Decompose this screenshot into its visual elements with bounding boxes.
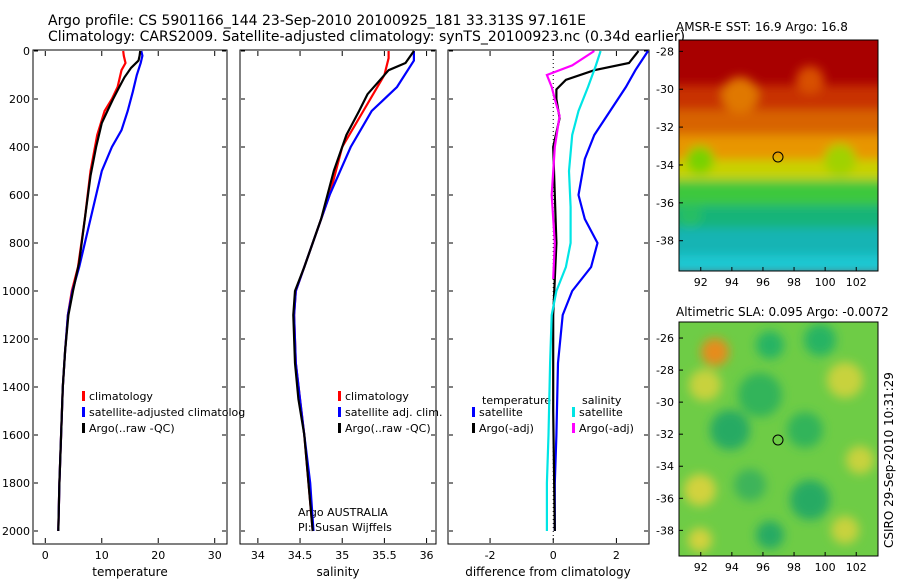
map-y-tick-label: -28: [656, 45, 674, 58]
legend-swatch: [82, 391, 85, 401]
map-y-tick-label: -38: [656, 524, 674, 537]
series-line-salinity-argo-adj-: [545, 50, 595, 280]
x-tick-label: 35.5: [372, 549, 397, 562]
map-y-tick-label: -36: [656, 492, 674, 505]
legend-label: satellite: [479, 406, 523, 419]
sst-map-frame: [678, 39, 879, 272]
annotation-pi: PI: Susan Wijffels: [298, 521, 392, 534]
y-tick-label: 1600: [2, 429, 30, 442]
map-y-tick-label: -38: [656, 235, 674, 248]
legend-title-salinity: salinity: [582, 394, 622, 407]
map-y-tick-label: -26: [656, 332, 674, 345]
legend-label: Argo(..raw -QC): [89, 422, 175, 435]
y-tick-label: 800: [9, 237, 30, 250]
csiro-credit: CSIRO 29-Sep-2010 10:31:29: [882, 372, 896, 548]
legend-label: Argo(-adj): [579, 422, 634, 435]
map-x-tick-label: 100: [815, 276, 836, 289]
y-tick-label: 2000: [2, 525, 30, 538]
legend-label: Argo(-adj): [479, 422, 534, 435]
x-tick-label: 2: [613, 549, 620, 562]
map-y-tick-label: -34: [656, 460, 674, 473]
chart-title-line1: Argo profile: CS 5901166_144 23-Sep-2010…: [48, 13, 586, 29]
x-tick-label: 30: [208, 549, 222, 562]
y-tick-label: 1800: [2, 477, 30, 490]
map-x-tick-label: 94: [725, 276, 739, 289]
y-tick-label: 400: [9, 141, 30, 154]
temperature-axis-label: temperature: [92, 565, 167, 579]
map-x-tick-label: 94: [725, 561, 739, 574]
series-line-temperature-satellite: [553, 50, 649, 531]
x-tick-label: -2: [485, 549, 496, 562]
map-y-tick-label: -34: [656, 159, 674, 172]
x-tick-label: 34.5: [288, 549, 313, 562]
y-tick-label: 600: [9, 189, 30, 202]
map-y-tick-label: -36: [656, 197, 674, 210]
sla-map: [679, 322, 878, 556]
legend-swatch: [338, 391, 341, 401]
series-line-salinity-satellite: [545, 50, 602, 531]
map-y-tick-label: -32: [656, 428, 674, 441]
map-y-tick-label: -28: [656, 364, 674, 377]
x-tick-label: 10: [95, 549, 109, 562]
temperature-panel-frame: [32, 49, 228, 545]
legend-label: satellite adj. clim.: [345, 406, 442, 419]
sst-argo-marker: [772, 151, 784, 163]
map-x-tick-label: 102: [846, 561, 867, 574]
annotation-argo-australia: Argo AUSTRALIA: [298, 506, 388, 519]
salinity-panel-frame: [239, 49, 437, 545]
legend-swatch: [472, 423, 475, 433]
legend-swatch: [572, 423, 575, 433]
map-x-tick-label: 92: [694, 276, 708, 289]
legend-title-temperature: temperature: [482, 394, 551, 407]
difference-axis-label: difference from climatology: [465, 565, 631, 579]
map-x-tick-label: 98: [787, 561, 801, 574]
map-x-tick-label: 92: [694, 561, 708, 574]
x-tick-label: 0: [42, 549, 49, 562]
y-tick-label: 200: [9, 93, 30, 106]
x-tick-label: 20: [151, 549, 165, 562]
sla-map-frame: [678, 321, 879, 557]
x-tick-label: 35: [335, 549, 349, 562]
y-tick-label: 1200: [2, 333, 30, 346]
map-x-tick-label: 96: [756, 561, 770, 574]
map-x-tick-label: 96: [756, 276, 770, 289]
sst-map-title: AMSR-E SST: 16.9 Argo: 16.8: [676, 20, 848, 34]
legend-swatch: [82, 407, 85, 417]
x-tick-label: 0: [550, 549, 557, 562]
sst-map: [679, 40, 878, 271]
legend-label: climatology: [345, 390, 409, 403]
legend-label: Argo(..raw -QC): [345, 422, 431, 435]
map-y-tick-label: -30: [656, 396, 674, 409]
legend-label: satellite: [579, 406, 623, 419]
y-tick-label: 1400: [2, 381, 30, 394]
legend-swatch: [338, 407, 341, 417]
sla-argo-marker: [772, 434, 784, 446]
salinity-axis-label: salinity: [316, 565, 359, 579]
series-line-argo-raw-qc-: [57, 50, 142, 532]
map-x-tick-label: 98: [787, 276, 801, 289]
x-tick-label: 34: [251, 549, 265, 562]
legend-swatch: [338, 423, 341, 433]
legend-swatch: [472, 407, 475, 417]
legend-swatch: [572, 407, 575, 417]
map-x-tick-label: 100: [815, 561, 836, 574]
sla-map-title: Altimetric SLA: 0.095 Argo: -0.0072: [676, 305, 889, 319]
chart-title-line2: Climatology: CARS2009. Satellite-adjuste…: [48, 29, 686, 45]
legend-label: climatology: [89, 390, 153, 403]
y-tick-label: 1000: [2, 285, 30, 298]
map-x-tick-label: 102: [846, 276, 867, 289]
x-tick-label: 36: [420, 549, 434, 562]
map-y-tick-label: -32: [656, 121, 674, 134]
map-y-tick-label: -30: [656, 83, 674, 96]
difference-panel-frame: [447, 49, 650, 545]
y-tick-label: 0: [23, 45, 30, 58]
legend-label: satellite-adjusted climatolog: [89, 406, 245, 419]
series-line-argo-raw-qc-: [292, 50, 415, 532]
legend-swatch: [82, 423, 85, 433]
